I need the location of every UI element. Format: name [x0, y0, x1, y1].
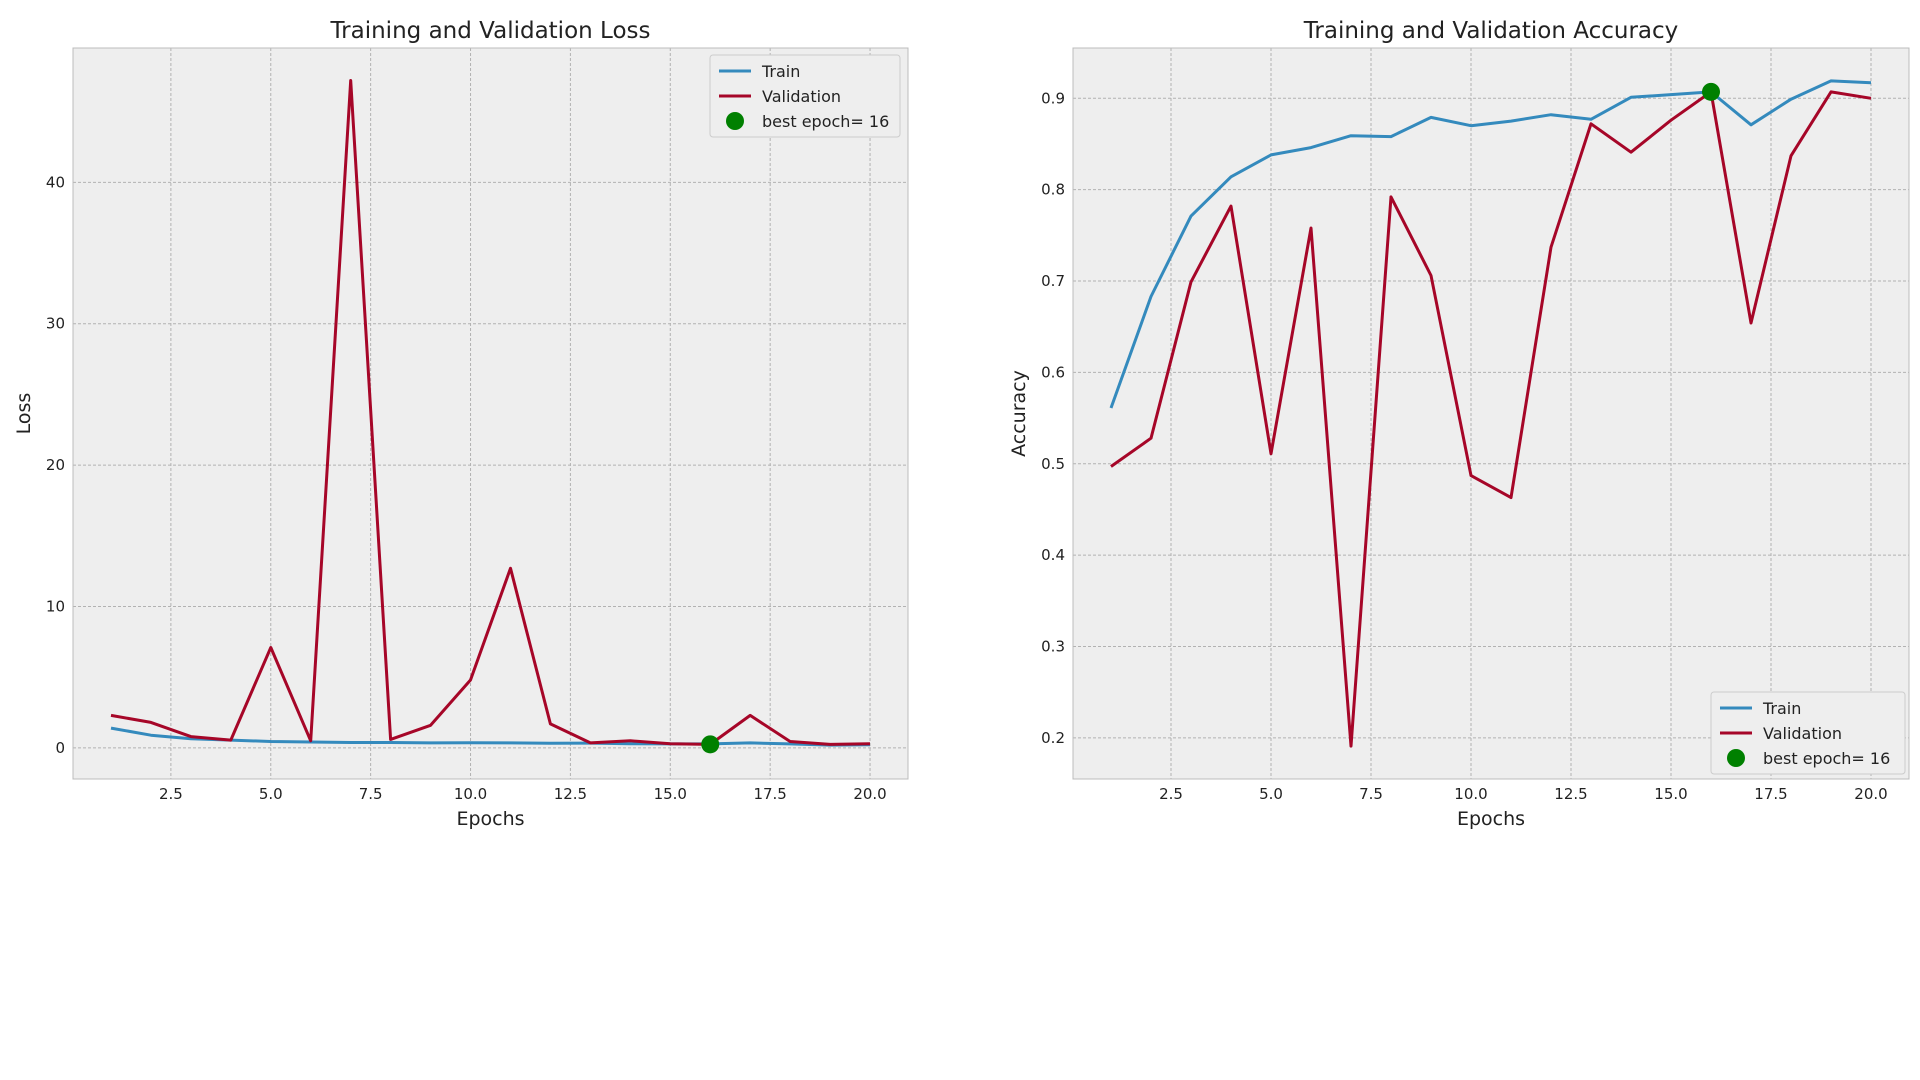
legend-label-validation: Validation [762, 87, 841, 106]
legend-label-train: Train [761, 62, 800, 81]
best-epoch-marker [701, 735, 720, 754]
plot-area [1073, 48, 1909, 779]
y-axis-label: Accuracy [1008, 370, 1030, 457]
x-tick-label: 20.0 [853, 785, 886, 803]
y-tick-label: 0.7 [1041, 272, 1065, 290]
legend-box [1710, 691, 1906, 775]
x-tick-label: 17.5 [1754, 785, 1787, 803]
y-tick-label: 0 [55, 739, 65, 757]
x-tick-label: 7.5 [359, 785, 383, 803]
accuracy-chart: 2.5 5.0 7.5 10.0 12.5 15.0 17.5 20.0 0.2 0.3 0.4 0.… [1008, 18, 1910, 830]
y-tick-label: 40 [46, 173, 65, 191]
y-tick-label: 0.4 [1041, 546, 1065, 564]
series-line-train [110, 726, 871, 747]
y-tick-label: 30 [46, 315, 65, 333]
legend: Train Validation best epoch= 16 [1710, 691, 1906, 775]
x-tick-label: 2.5 [159, 785, 183, 803]
legend-label-train: Train [1762, 699, 1801, 718]
x-axis-label: Epochs [456, 808, 524, 830]
x-tick-label: 12.5 [554, 785, 587, 803]
legend-box [709, 54, 901, 138]
legend-label-best: best epoch= 16 [762, 112, 889, 131]
legend-label-best: best epoch= 16 [1763, 749, 1890, 768]
series-line-validation [110, 79, 871, 746]
loss-chart: 2.5 5.0 7.5 10.0 12.5 15.0 17.5 20.0 0 10 20 30 40 Tr… [13, 18, 909, 830]
legend: Train Validation best epoch= 16 [709, 54, 901, 138]
x-tick-label: 7.5 [1359, 785, 1383, 803]
legend-label-validation: Validation [1763, 724, 1842, 743]
legend-marker-best [1727, 749, 1745, 767]
legend-marker-best [726, 112, 744, 130]
x-tick-label: 10.0 [454, 785, 487, 803]
x-tick-label: 17.5 [753, 785, 786, 803]
x-axis-label: Epochs [1457, 808, 1525, 830]
x-tick-label: 12.5 [1554, 785, 1587, 803]
plot-area [73, 48, 908, 779]
series-line-validation [1110, 90, 1872, 748]
x-tick-label: 20.0 [1854, 785, 1887, 803]
x-tick-label: 10.0 [1454, 785, 1487, 803]
y-tick-label: 10 [46, 598, 65, 616]
y-tick-label: 0.2 [1041, 729, 1065, 747]
plot-frame [1072, 47, 1910, 780]
x-tick-label: 5.0 [1259, 785, 1283, 803]
x-tick-label: 15.0 [1654, 785, 1687, 803]
y-tick-label: 20 [46, 456, 65, 474]
x-tick-label: 15.0 [654, 785, 687, 803]
y-tick-label: 0.3 [1041, 638, 1065, 656]
y-tick-label: 0.5 [1041, 455, 1065, 473]
chart-title: Training and Validation Loss [330, 18, 651, 44]
y-axis-label: Loss [13, 393, 35, 435]
plot-frame [72, 47, 909, 780]
x-tick-label: 5.0 [259, 785, 283, 803]
best-epoch-marker [1702, 82, 1720, 101]
chart-title: Training and Validation Accuracy [1303, 18, 1679, 44]
x-tick-label: 2.5 [1159, 785, 1183, 803]
y-tick-label: 0.8 [1041, 181, 1065, 199]
y-tick-label: 0.9 [1041, 89, 1065, 107]
y-tick-label: 0.6 [1041, 363, 1065, 381]
series-line-train [1109, 79, 1872, 409]
